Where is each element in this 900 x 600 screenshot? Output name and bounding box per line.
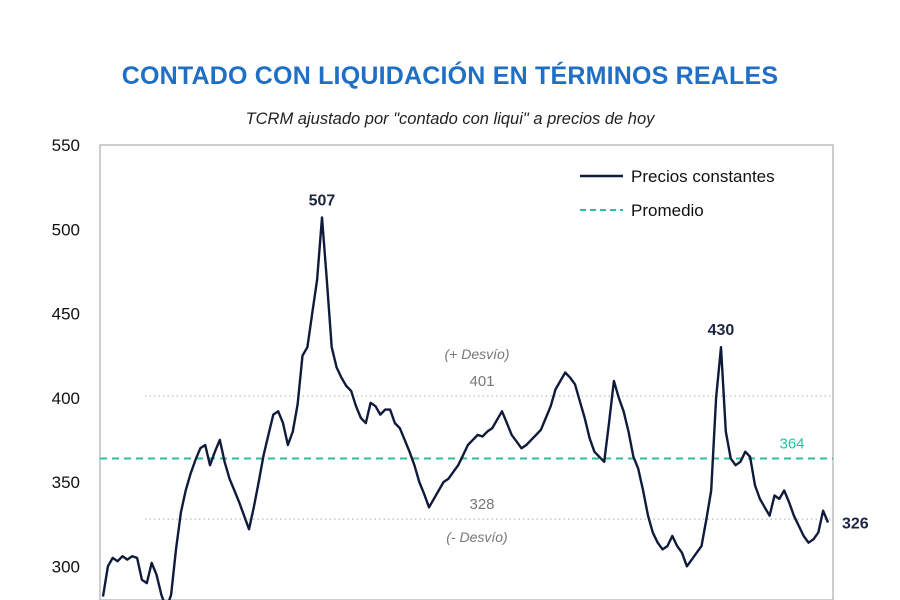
y-tick-label: 450 [52,305,80,324]
chart-title: CONTADO CON LIQUIDACIÓN EN TÉRMINOS REAL… [121,62,779,90]
price-series-line [101,216,830,600]
average-value-label: 364 [779,435,804,452]
plot-frame [99,144,834,600]
reference-value-label: 328 [469,496,494,513]
y-tick-label: 350 [52,473,80,492]
y-tick-label: 300 [52,557,80,576]
reference-value-label: 401 [469,373,494,390]
legend-label-promedio: Promedio [631,201,704,220]
y-tick-label: 400 [52,389,80,408]
chart-subtitle: TCRM ajustado por "contado con liqui" a … [245,110,655,128]
y-tick-label: 500 [52,220,80,239]
last-value-label: 326 [842,515,869,532]
peak-value-label: 430 [708,322,735,339]
reference-note-label: (- Desvío) [446,529,507,545]
legend-label-precios: Precios constantes [631,167,775,186]
y-tick-label: 550 [52,136,80,155]
peak-value-label: 507 [309,192,336,209]
reference-note-label: (+ Desvío) [445,346,510,362]
